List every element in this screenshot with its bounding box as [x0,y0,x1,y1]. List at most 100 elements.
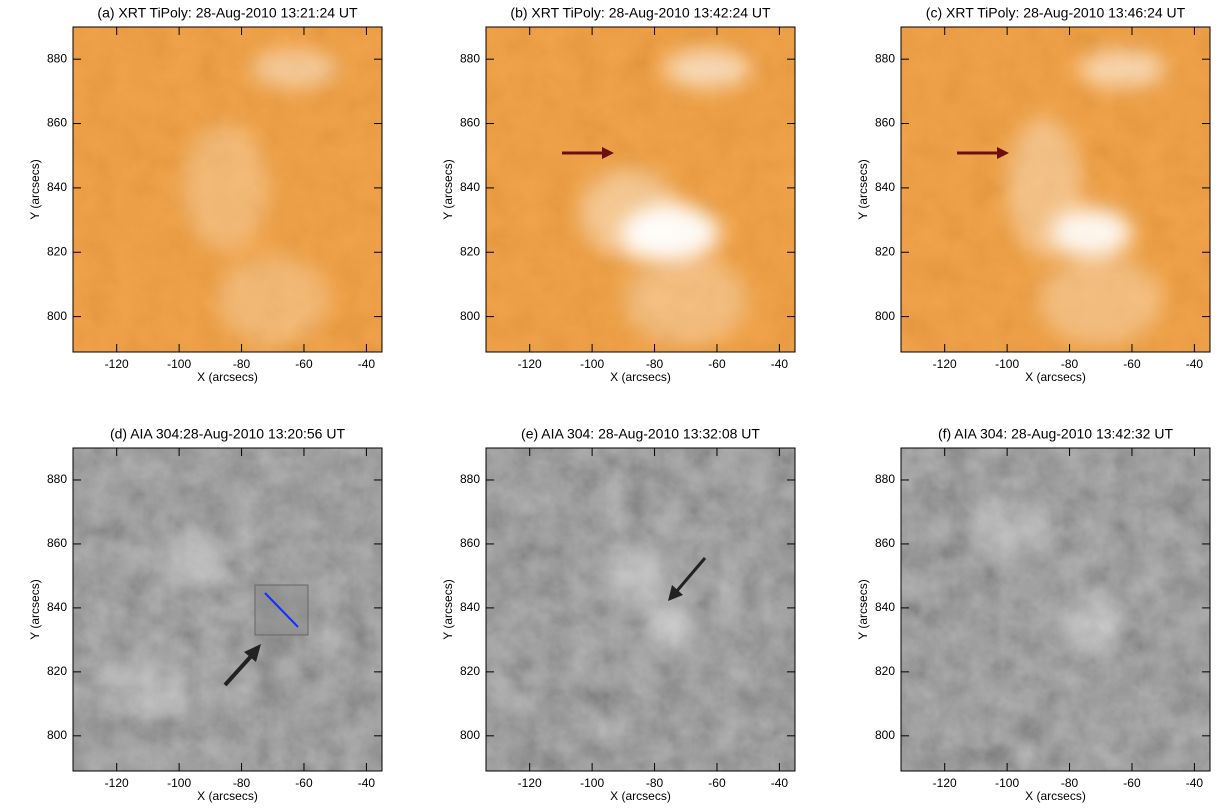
image [73,448,382,771]
panel: -120 -100 -80 -60 -40 800 820 840 860 880 (c) XRT … [856,5,1211,384]
image [901,27,1210,352]
image-feature [623,255,748,346]
x-tick-label: -120 [105,357,129,371]
y-tick-label: 840 [875,600,895,614]
x-tick-label: -120 [105,776,129,790]
y-tick-label: 800 [47,309,67,323]
x-tick-label: -100 [580,776,604,790]
y-tick-label: 860 [460,116,480,130]
y-tick-label: 800 [460,309,480,323]
x-tick-label: -120 [518,776,542,790]
x-tick-label: -60 [708,776,726,790]
panel-title: (a) XRT TiPoly: 28-Aug-2010 13:21:24 UT [97,5,358,21]
x-tick-label: -100 [995,357,1019,371]
x-tick-label: -40 [358,357,376,371]
x-tick-label: -100 [995,776,1019,790]
y-tick-label: 800 [460,728,480,742]
frame [72,447,383,772]
y-axis-label: Y (arcsecs) [28,159,42,219]
image-feature [1079,49,1167,89]
image-feature [182,123,270,252]
arrow-head [668,585,683,601]
arrow [223,651,256,687]
arrow-head [602,147,614,159]
x-tick-label: -60 [295,776,313,790]
x-tick-label: -100 [167,776,191,790]
x-axis-label: X (arcsecs) [610,789,671,803]
image-texture [486,448,795,771]
y-tick-label: 820 [875,664,895,678]
image [486,27,795,352]
arrow-head [997,147,1009,159]
image-feature [607,550,670,602]
x-tick-label: -80 [646,776,664,790]
annotations [223,147,1009,687]
x-tick-label: -80 [1061,776,1079,790]
y-axis-label: Y (arcsecs) [856,579,870,639]
image-feature [1038,255,1163,346]
panel-title: (b) XRT TiPoly: 28-Aug-2010 13:42:24 UT [510,5,771,21]
image [73,27,382,352]
y-tick-label: 880 [875,472,895,486]
x-tick-label: -60 [708,357,726,371]
y-tick-label: 820 [47,244,67,258]
y-tick-label: 860 [460,536,480,550]
arrow-head [244,644,261,662]
y-axis-label: Y (arcsecs) [441,579,455,639]
x-axis-label: X (arcsecs) [1025,370,1086,384]
slit [264,592,299,628]
x-tick-label: -80 [233,776,251,790]
image-feature [251,49,339,89]
x-tick-label: -80 [233,357,251,371]
y-tick-label: 880 [875,51,895,65]
y-axis-label: Y (arcsecs) [28,579,42,639]
y-tick-label: 840 [47,600,67,614]
y-tick-label: 820 [47,664,67,678]
panel: -120 -100 -80 -60 -40 800 820 840 860 880 (b) XRT … [441,5,796,384]
x-axis-label: X (arcsecs) [197,789,258,803]
y-tick-label: 860 [47,116,67,130]
image-feature [645,598,695,650]
frame [485,26,796,353]
x-tick-label: -60 [295,357,313,371]
y-tick-label: 880 [460,472,480,486]
y-tick-label: 880 [47,51,67,65]
x-tick-label: -100 [580,357,604,371]
x-tick-label: -40 [771,776,789,790]
x-tick-label: -60 [1123,357,1141,371]
panel: -120 -100 -80 -60 -40 800 820 840 860 880 (a) XRT … [28,5,383,384]
y-tick-label: 800 [875,309,895,323]
panel-title: (d) AIA 304:28-Aug-2010 13:20:56 UT [110,426,345,442]
image [901,448,1210,771]
y-axis-label: Y (arcsecs) [441,159,455,219]
panel: -120 -100 -80 -60 -40 800 820 840 860 880 (f) AIA … [856,426,1211,803]
panel: -120 -100 -80 -60 -40 800 820 840 860 880 (d) AIA … [28,426,383,803]
image-feature [104,655,192,720]
x-tick-label: -100 [167,357,191,371]
y-tick-label: 840 [47,180,67,194]
image-feature [579,168,680,259]
panel-title: (c) XRT TiPoly: 28-Aug-2010 13:46:24 UT [926,5,1186,21]
image-feature [1007,117,1082,259]
image-feature [216,255,329,346]
y-tick-label: 820 [875,244,895,258]
y-tick-label: 860 [875,536,895,550]
y-tick-label: 820 [460,244,480,258]
y-axis-label: Y (arcsecs) [856,159,870,219]
frame [900,447,1211,772]
y-tick-label: 860 [875,116,895,130]
image-feature [976,502,1039,554]
y-tick-label: 800 [47,728,67,742]
panel: -120 -100 -80 -60 -40 800 820 840 860 880 (e) AIA … [441,426,796,803]
image-texture [901,448,1210,771]
x-axis-label: X (arcsecs) [197,370,258,384]
image-feature [163,534,226,586]
frame [900,26,1211,353]
x-axis-label: X (arcsecs) [610,370,671,384]
frame [485,447,796,772]
panels: -120 -100 -80 -60 -40 800 820 840 860 880 (a) XRT … [28,5,1211,803]
panel-title: (e) AIA 304: 28-Aug-2010 13:32:08 UT [521,426,760,442]
x-axis-label: X (arcsecs) [1025,789,1086,803]
image [486,448,795,771]
y-tick-label: 880 [47,472,67,486]
